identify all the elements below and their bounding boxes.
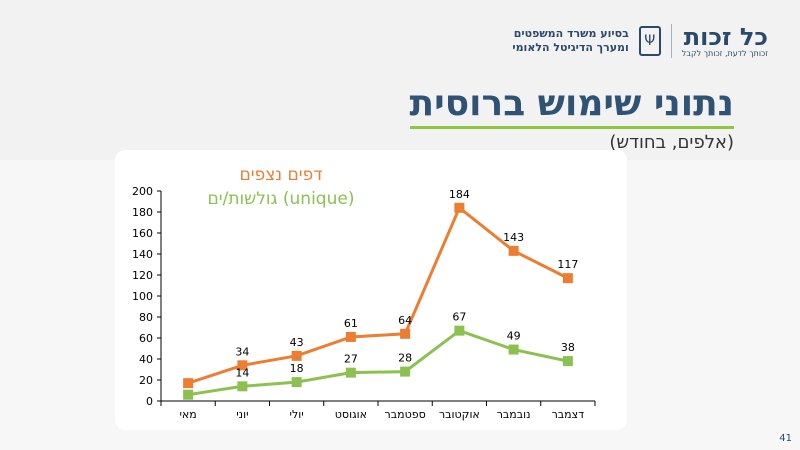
- data-label: 64: [398, 314, 412, 327]
- page-number: 41: [779, 433, 792, 444]
- y-tick-label: 60: [139, 332, 153, 345]
- menorah-emblem-icon: Ψ: [638, 26, 661, 56]
- data-label: 61: [344, 317, 358, 330]
- data-point: [454, 202, 465, 213]
- y-tick-label: 160: [132, 227, 153, 240]
- series-line: [187, 205, 569, 385]
- brand-tagline: זכותך לדעת, זכותך לקבל: [681, 48, 768, 58]
- y-tick-label: 100: [132, 290, 153, 303]
- data-label: 67: [452, 311, 466, 324]
- data-point: [183, 378, 194, 389]
- data-point: [400, 328, 411, 339]
- x-tick-label: יולי: [290, 408, 304, 421]
- data-label: 143: [503, 231, 524, 244]
- data-point: [562, 356, 573, 367]
- data-label: 27: [344, 353, 358, 366]
- data-point: [183, 389, 194, 400]
- x-tick-label: מאי: [179, 408, 196, 421]
- x-tick-label: דצמבר: [552, 408, 585, 421]
- x-tick-label: יוני: [236, 408, 248, 421]
- data-label: 38: [561, 341, 575, 354]
- ministry-line-2: ומערך הדיגיטל הלאומי: [512, 41, 629, 54]
- ministry-line-1: בסיוע משרד המשפטים: [513, 27, 629, 40]
- series-line: [187, 328, 569, 397]
- x-tick-label: אוגוסט: [335, 408, 367, 421]
- data-point: [291, 350, 302, 361]
- data-point: [345, 331, 356, 342]
- x-tick-label: ספטמבר: [385, 408, 426, 421]
- data-point: [237, 360, 248, 371]
- y-tick-label: 80: [139, 311, 153, 324]
- data-point: [400, 366, 411, 377]
- header-logos: כל זכות זכותך לדעת, זכותך לקבל Ψ בסיוע מ…: [512, 24, 768, 58]
- data-point: [508, 344, 519, 355]
- y-tick-label: 0: [146, 395, 153, 408]
- logo-divider: [670, 24, 672, 58]
- data-label: 34: [235, 345, 249, 358]
- data-point: [345, 367, 356, 378]
- y-tick-label: 140: [132, 248, 153, 261]
- y-tick-label: 40: [139, 353, 153, 366]
- data-label: 184: [449, 188, 470, 201]
- data-point: [562, 273, 573, 284]
- page-title: נתוני שימוש ברוסית: [409, 84, 734, 129]
- data-point: [291, 377, 302, 388]
- y-tick-label: 180: [132, 206, 153, 219]
- legend-entry: דפים נצפים: [240, 165, 323, 185]
- page-subtitle: (אלפים, בחודש): [609, 132, 734, 153]
- data-label: 117: [557, 258, 578, 271]
- y-tick-label: 200: [132, 185, 153, 198]
- data-point: [508, 245, 519, 256]
- data-label: 43: [290, 336, 304, 349]
- data-point: [237, 381, 248, 392]
- brand-name: כל זכות: [683, 22, 768, 51]
- y-tick-label: 120: [132, 269, 153, 282]
- data-label: 14: [235, 366, 249, 379]
- x-tick-label: נובמבר: [497, 408, 531, 421]
- y-tick-label: 20: [139, 374, 153, 387]
- data-label: 49: [507, 330, 521, 343]
- data-label: 18: [290, 362, 304, 375]
- ministry-text: בסיוע משרד המשפטים ומערך הדיגיטל הלאומי: [512, 27, 628, 55]
- data-label: 28: [398, 352, 412, 365]
- chart-card: [115, 150, 627, 430]
- x-tick-label: אוקטובר: [439, 408, 480, 421]
- data-point: [454, 325, 465, 336]
- brand-logo: כל זכות זכותך לדעת, זכותך לקבל: [682, 25, 768, 58]
- legend-entry: גולשות/ים (unique): [208, 189, 355, 209]
